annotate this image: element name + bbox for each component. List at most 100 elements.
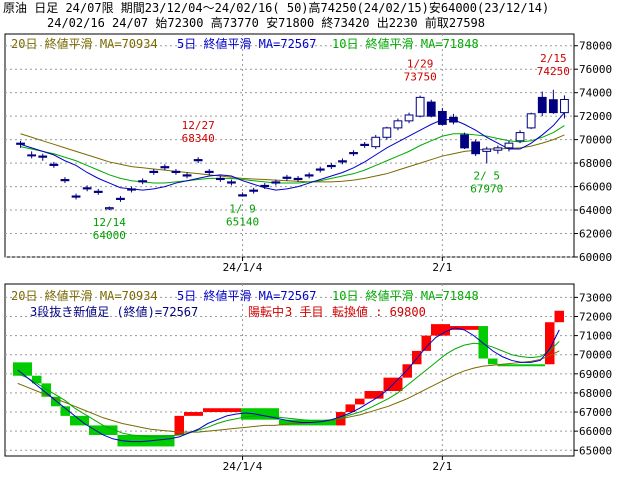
y-tick-label: 71000 [579, 330, 612, 343]
break-brick [421, 335, 431, 351]
candle-body [149, 170, 159, 173]
candle [515, 130, 525, 144]
info-step: 3 手目 [285, 305, 323, 319]
candle-body [193, 159, 203, 162]
candle [138, 178, 148, 185]
break-brick [174, 415, 184, 435]
y-tick-label: 70000 [579, 134, 612, 147]
three-line-break-gridlines [5, 284, 574, 456]
candle-body [182, 174, 192, 177]
break-brick [412, 350, 422, 365]
candle [38, 153, 48, 161]
candle [104, 206, 114, 211]
annotation-date: 2/15 [540, 52, 567, 65]
candle-body [227, 181, 236, 184]
break-brick [364, 391, 384, 399]
candle-body [437, 110, 447, 125]
candle [293, 176, 303, 182]
annotation-value: 65140 [226, 216, 259, 229]
break-brick [89, 425, 118, 435]
ma10-line [17, 340, 560, 438]
candle [260, 183, 270, 189]
candle-body [493, 147, 503, 151]
candle [171, 168, 181, 175]
legend-ma5-bottom: 5日 終値平滑 MA=72567 [177, 288, 316, 303]
x-tick-label: 2/1 [432, 261, 452, 274]
break-brick [497, 364, 545, 367]
candle-body [504, 142, 514, 149]
candle [315, 166, 325, 173]
break-brick [70, 415, 89, 426]
candle [548, 89, 558, 114]
candle [471, 139, 481, 157]
candle-body [515, 132, 525, 142]
ma5-line [20, 112, 565, 191]
header-line-2: 24/02/16 24/07 始72300 高73770 安71800 終734… [47, 15, 485, 30]
annotation-date: 1/ 9 [229, 203, 256, 216]
candle [526, 112, 536, 130]
candle-body [382, 127, 392, 138]
candle-body [526, 113, 536, 129]
candle [160, 164, 170, 171]
candle-body [482, 148, 492, 152]
candle-body [16, 142, 25, 145]
break-brick [545, 322, 555, 365]
annotation-value: 73750 [404, 71, 437, 84]
candle [60, 177, 70, 184]
info-status: 陽転中 [248, 304, 284, 319]
annotation-date: 2/ 5 [474, 169, 501, 182]
break-brick [355, 398, 365, 405]
break-brick [478, 326, 488, 359]
candle [238, 192, 247, 197]
candle-body [204, 170, 214, 173]
break-brick [184, 412, 203, 416]
candle-body [471, 141, 481, 155]
candle-body [160, 166, 170, 169]
three-line-break-legend: 20日 終値平滑 MA=70934 5日 終値平滑 MA=72567 10日 終… [11, 288, 479, 303]
candlestick-y-axis: 60000 62000 64000 66000 68000 70000 72000 74000… [574, 40, 612, 264]
three-line-break-plot-frame [4, 283, 575, 457]
info-reversal: 転換値 : 69800 [332, 304, 426, 319]
annotation-value: 64000 [93, 229, 126, 242]
y-tick-label: 68000 [579, 157, 612, 170]
candle-body [260, 184, 270, 188]
candle [560, 95, 569, 119]
candle [360, 141, 370, 148]
candle-body [426, 101, 436, 117]
candle [404, 112, 414, 124]
candle [204, 168, 214, 175]
candle-body [238, 194, 247, 197]
candle-body [349, 152, 358, 155]
break-brick [203, 408, 241, 413]
break-brick [32, 375, 42, 384]
y-tick-label: 76000 [579, 63, 612, 76]
candle [227, 179, 236, 186]
y-tick-label: 72000 [579, 110, 612, 123]
candle [449, 113, 458, 125]
break-brick [450, 326, 479, 330]
header-line-1: 原油 日足 24/07限 期間23/12/04～24/02/16( 50)高74… [3, 0, 549, 15]
candle-body [304, 174, 314, 177]
x-tick-label: 24/1/4 [223, 261, 263, 274]
candle-body [138, 180, 148, 183]
y-tick-label: 66000 [579, 425, 612, 438]
legend-ma20: 20日 終値平滑 MA=70934 [11, 36, 158, 51]
candle [338, 158, 347, 165]
y-tick-label: 64000 [579, 204, 612, 217]
candle-body [282, 176, 292, 179]
candle-body [116, 197, 125, 200]
break-brick [60, 406, 70, 416]
candle [482, 146, 492, 164]
y-tick-label: 62000 [579, 228, 612, 241]
annotation-date: 12/14 [93, 216, 126, 229]
legend-ma5: 5日 終値平滑 MA=72567 [177, 36, 316, 51]
candle-body [93, 190, 103, 193]
candle-body [415, 96, 425, 117]
x-tick-label: 2/1 [432, 460, 452, 473]
y-tick-label: 72000 [579, 310, 612, 323]
three-line-break-y-axis: 65000 66000 67000 68000 69000 70000 71000 72000… [574, 291, 612, 457]
